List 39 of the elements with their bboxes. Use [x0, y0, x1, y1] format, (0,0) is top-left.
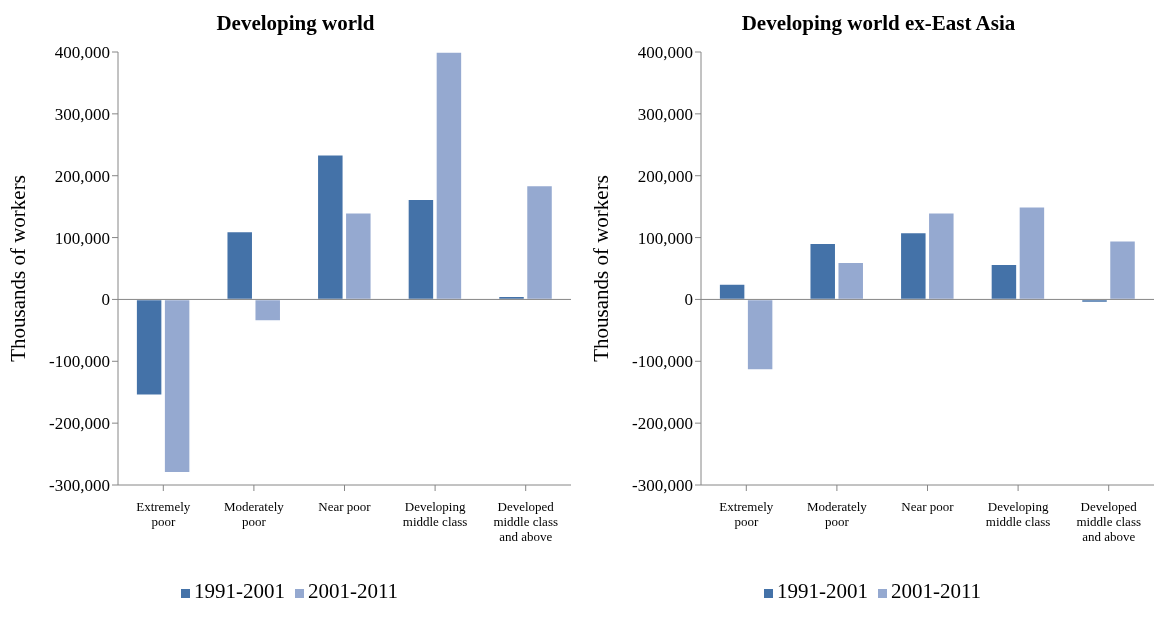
bar [225, 230, 254, 301]
y-tick-label: -200,000 [49, 414, 110, 434]
x-tick-label: Moderately poor [806, 499, 868, 529]
y-tick-label: 300,000 [54, 104, 110, 124]
y-tick-label: 400,000 [637, 43, 693, 63]
y-tick-label: 0 [684, 290, 693, 310]
x-tick-label: Developed middle class and above [1076, 499, 1142, 544]
x-tick-label: Moderately poor [223, 499, 285, 529]
x-tick-label: Extremely poor [719, 499, 774, 529]
chart-title: Developing world [215, 10, 376, 37]
x-tick-label: Extremely poor [136, 499, 191, 529]
y-tick-label: -100,000 [49, 352, 110, 372]
bar [746, 298, 774, 371]
y-tick-label: -100,000 [632, 352, 693, 372]
y-tick-label: -300,000 [632, 476, 693, 496]
bar [253, 298, 282, 322]
x-tick-label: Developing middle class [402, 499, 468, 529]
y-tick-label: 100,000 [637, 228, 693, 248]
x-tick-label: Developed middle class and above [493, 499, 559, 544]
legend-label: 1991-2001 [776, 579, 868, 603]
legend-label: 2001-2011 [890, 579, 982, 603]
y-tick-label: 200,000 [54, 166, 110, 186]
x-tick-label: Near poor [318, 499, 372, 514]
y-tick-label: -300,000 [49, 476, 110, 496]
x-tick-label: Developing middle class [985, 499, 1051, 529]
bar [1108, 239, 1137, 301]
y-axis-title: Thousands of workers [589, 175, 614, 362]
x-tick-label: Near poor [901, 499, 955, 514]
y-tick-label: -200,000 [632, 414, 693, 434]
y-tick-label: 300,000 [637, 104, 693, 124]
legend-label: 2001-2011 [307, 579, 399, 603]
y-axis-title: Thousands of workers [6, 175, 31, 362]
chart-title: Developing world ex-East Asia [740, 10, 1017, 37]
legend-label: 1991-2001 [193, 579, 285, 603]
y-tick-label: 0 [101, 290, 110, 310]
y-tick-label: 100,000 [54, 228, 110, 248]
bar [718, 283, 746, 301]
y-tick-label: 400,000 [54, 43, 110, 63]
y-tick-label: 200,000 [637, 166, 693, 186]
